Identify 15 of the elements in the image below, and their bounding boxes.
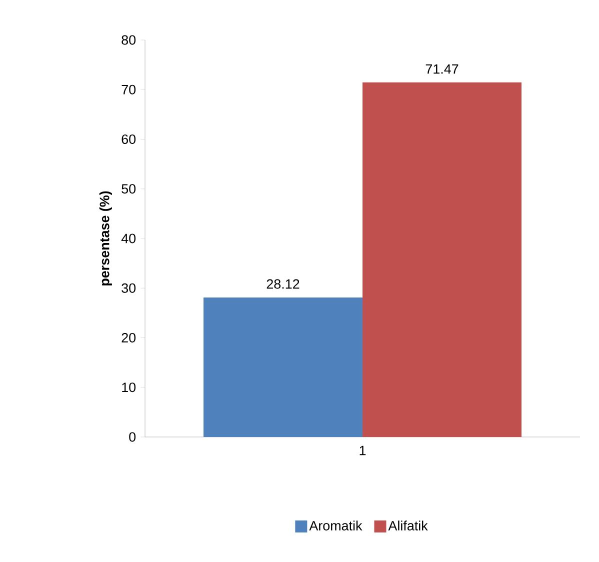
data-label: 28.12 [266, 279, 300, 289]
y-tick-label: 20 [122, 332, 136, 342]
y-tick-label: 80 [122, 35, 136, 45]
y-tick-label: 60 [122, 134, 136, 144]
y-tick-label: 0 [129, 432, 136, 442]
x-tick-label: 1 [360, 446, 366, 456]
y-tick-label: 50 [122, 184, 136, 194]
legend-label: Alifatik [388, 520, 428, 530]
legend-label: Aromatik [309, 520, 362, 530]
y-axis-title: persentase (%) [99, 191, 112, 286]
y-tick-label: 40 [121, 234, 136, 244]
y-tick-label: 70 [122, 84, 136, 94]
data-label: 71.47 [426, 64, 458, 74]
y-tick-label: 10 [122, 382, 136, 392]
y-tick-label: 30 [122, 283, 136, 293]
